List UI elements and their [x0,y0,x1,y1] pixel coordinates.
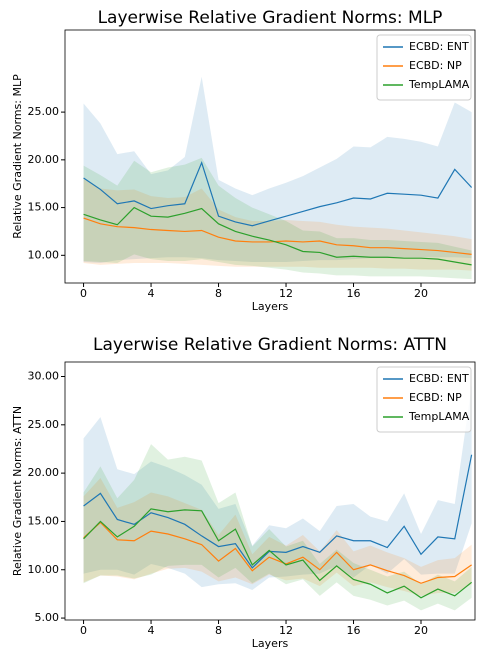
y-tick-label: 15.00 [28,514,60,527]
x-tick-label: 12 [279,287,293,300]
series-line [83,217,472,255]
y-tick-label: 25.00 [28,105,60,118]
x-axis-label: Layers [252,300,289,313]
x-tick-label: 4 [148,624,155,637]
y-tick-label: 10.00 [28,563,60,576]
band [83,76,472,263]
y-tick-label: 5.00 [35,611,60,624]
x-tick-label: 16 [347,624,361,637]
x-tick-label: 0 [80,624,87,637]
x-tick-label: 20 [414,624,428,637]
y-tick-label: 20.00 [28,466,60,479]
legend-label: ECBD: ENT [409,372,469,385]
x-axis-label: Layers [252,637,289,649]
y-axis-label: Relative Gradient Norms: ATTN [11,406,24,576]
series-line [83,206,472,266]
band [83,386,472,591]
legend: ECBD: ENT ECBD: NP TempLAMA [376,366,472,433]
x-tick-label: 4 [148,287,155,300]
band [83,444,472,611]
series-line [83,521,472,584]
plot-frame [64,361,476,621]
series-line [83,160,473,227]
legend-box [376,34,472,101]
y-axis-label: Relative Gradient Norms: MLP [11,74,24,239]
chart-title: Layerwise Relative Gradient Norms: MLP [98,8,443,28]
plot-frame [64,29,476,284]
legend-label: TempLAMA [408,78,470,91]
legend-label: ECBD: NP [409,391,462,404]
y-tick-label: 10.00 [28,248,60,261]
legend-label: ECBD: NP [409,59,462,72]
x-tick-label: 0 [80,287,87,300]
x-tick-label: 8 [215,624,222,637]
y-tick-label: 20.00 [28,153,60,166]
y-tick-label: 25.00 [28,418,60,431]
x-tick-label: 8 [215,287,222,300]
chart-title: Layerwise Relative Gradient Norms: ATTN [93,335,447,355]
x-tick-label: 20 [414,287,428,300]
x-tick-label: 16 [347,287,361,300]
series-line [83,454,473,569]
y-tick-label: 15.00 [28,201,60,214]
legend: ECBD: ENT ECBD: NP TempLAMA [376,34,472,101]
plot [83,386,473,611]
y-tick-label: 30.00 [28,369,60,382]
series-line [83,508,473,599]
plot [83,76,473,280]
x-tick-label: 12 [279,624,293,637]
legend-label: TempLAMA [408,410,470,423]
legend-label: ECBD: ENT [409,40,469,53]
legend-box [376,366,472,433]
